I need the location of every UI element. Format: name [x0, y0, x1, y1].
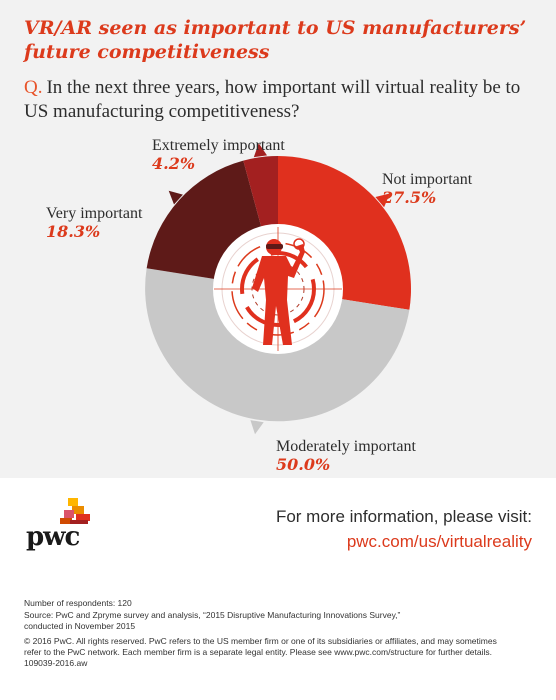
respondents-note: Number of respondents: 120 — [24, 598, 132, 608]
copyright-line2: refer to the PwC network. Each member fi… — [24, 647, 493, 657]
pwc-wordmark: pwc — [26, 522, 80, 552]
pwc-logo-icon — [60, 498, 90, 524]
slice-label-moderately-important: Moderately important — [276, 438, 416, 455]
source-note-line1: Source: PwC and Zpryme survey and analys… — [24, 610, 401, 620]
donut-chart — [145, 143, 411, 435]
slice-value-moderately-important: 50.0% — [276, 455, 331, 474]
question-prefix: Q. — [24, 77, 43, 98]
page-title: VR/AR seen as important to US manufactur… — [24, 17, 527, 63]
slice-value-very-important: 18.3% — [46, 222, 101, 241]
source-note-line2: conducted in November 2015 — [24, 621, 136, 631]
pointer-extremely-important — [253, 143, 267, 158]
slice-label-extremely-important: Extremely important — [152, 137, 285, 154]
pointer-moderately-important — [250, 420, 264, 435]
copyright-line1: © 2016 PwC. All rights reserved. PwC ref… — [24, 636, 497, 646]
document-code: 109039-2016.aw — [24, 658, 88, 668]
slice-value-not-important: 27.5% — [382, 188, 437, 207]
pointer-not-important — [375, 193, 390, 208]
slice-label-not-important: Not important — [382, 171, 473, 188]
question-text: In the next three years, how important w… — [24, 77, 521, 122]
footer-background — [0, 478, 556, 700]
more-info-link[interactable]: pwc.com/us/virtualreality — [346, 532, 532, 551]
more-info-text: For more information, please visit: — [275, 507, 532, 526]
slice-value-extremely-important: 4.2% — [152, 154, 196, 173]
vr-user-illustration-icon — [214, 227, 342, 351]
pointer-very-important — [168, 190, 183, 205]
survey-question: Q. In the next three years, how important… — [24, 76, 534, 124]
slice-label-very-important: Very important — [46, 205, 143, 222]
label-pointers — [168, 143, 390, 435]
